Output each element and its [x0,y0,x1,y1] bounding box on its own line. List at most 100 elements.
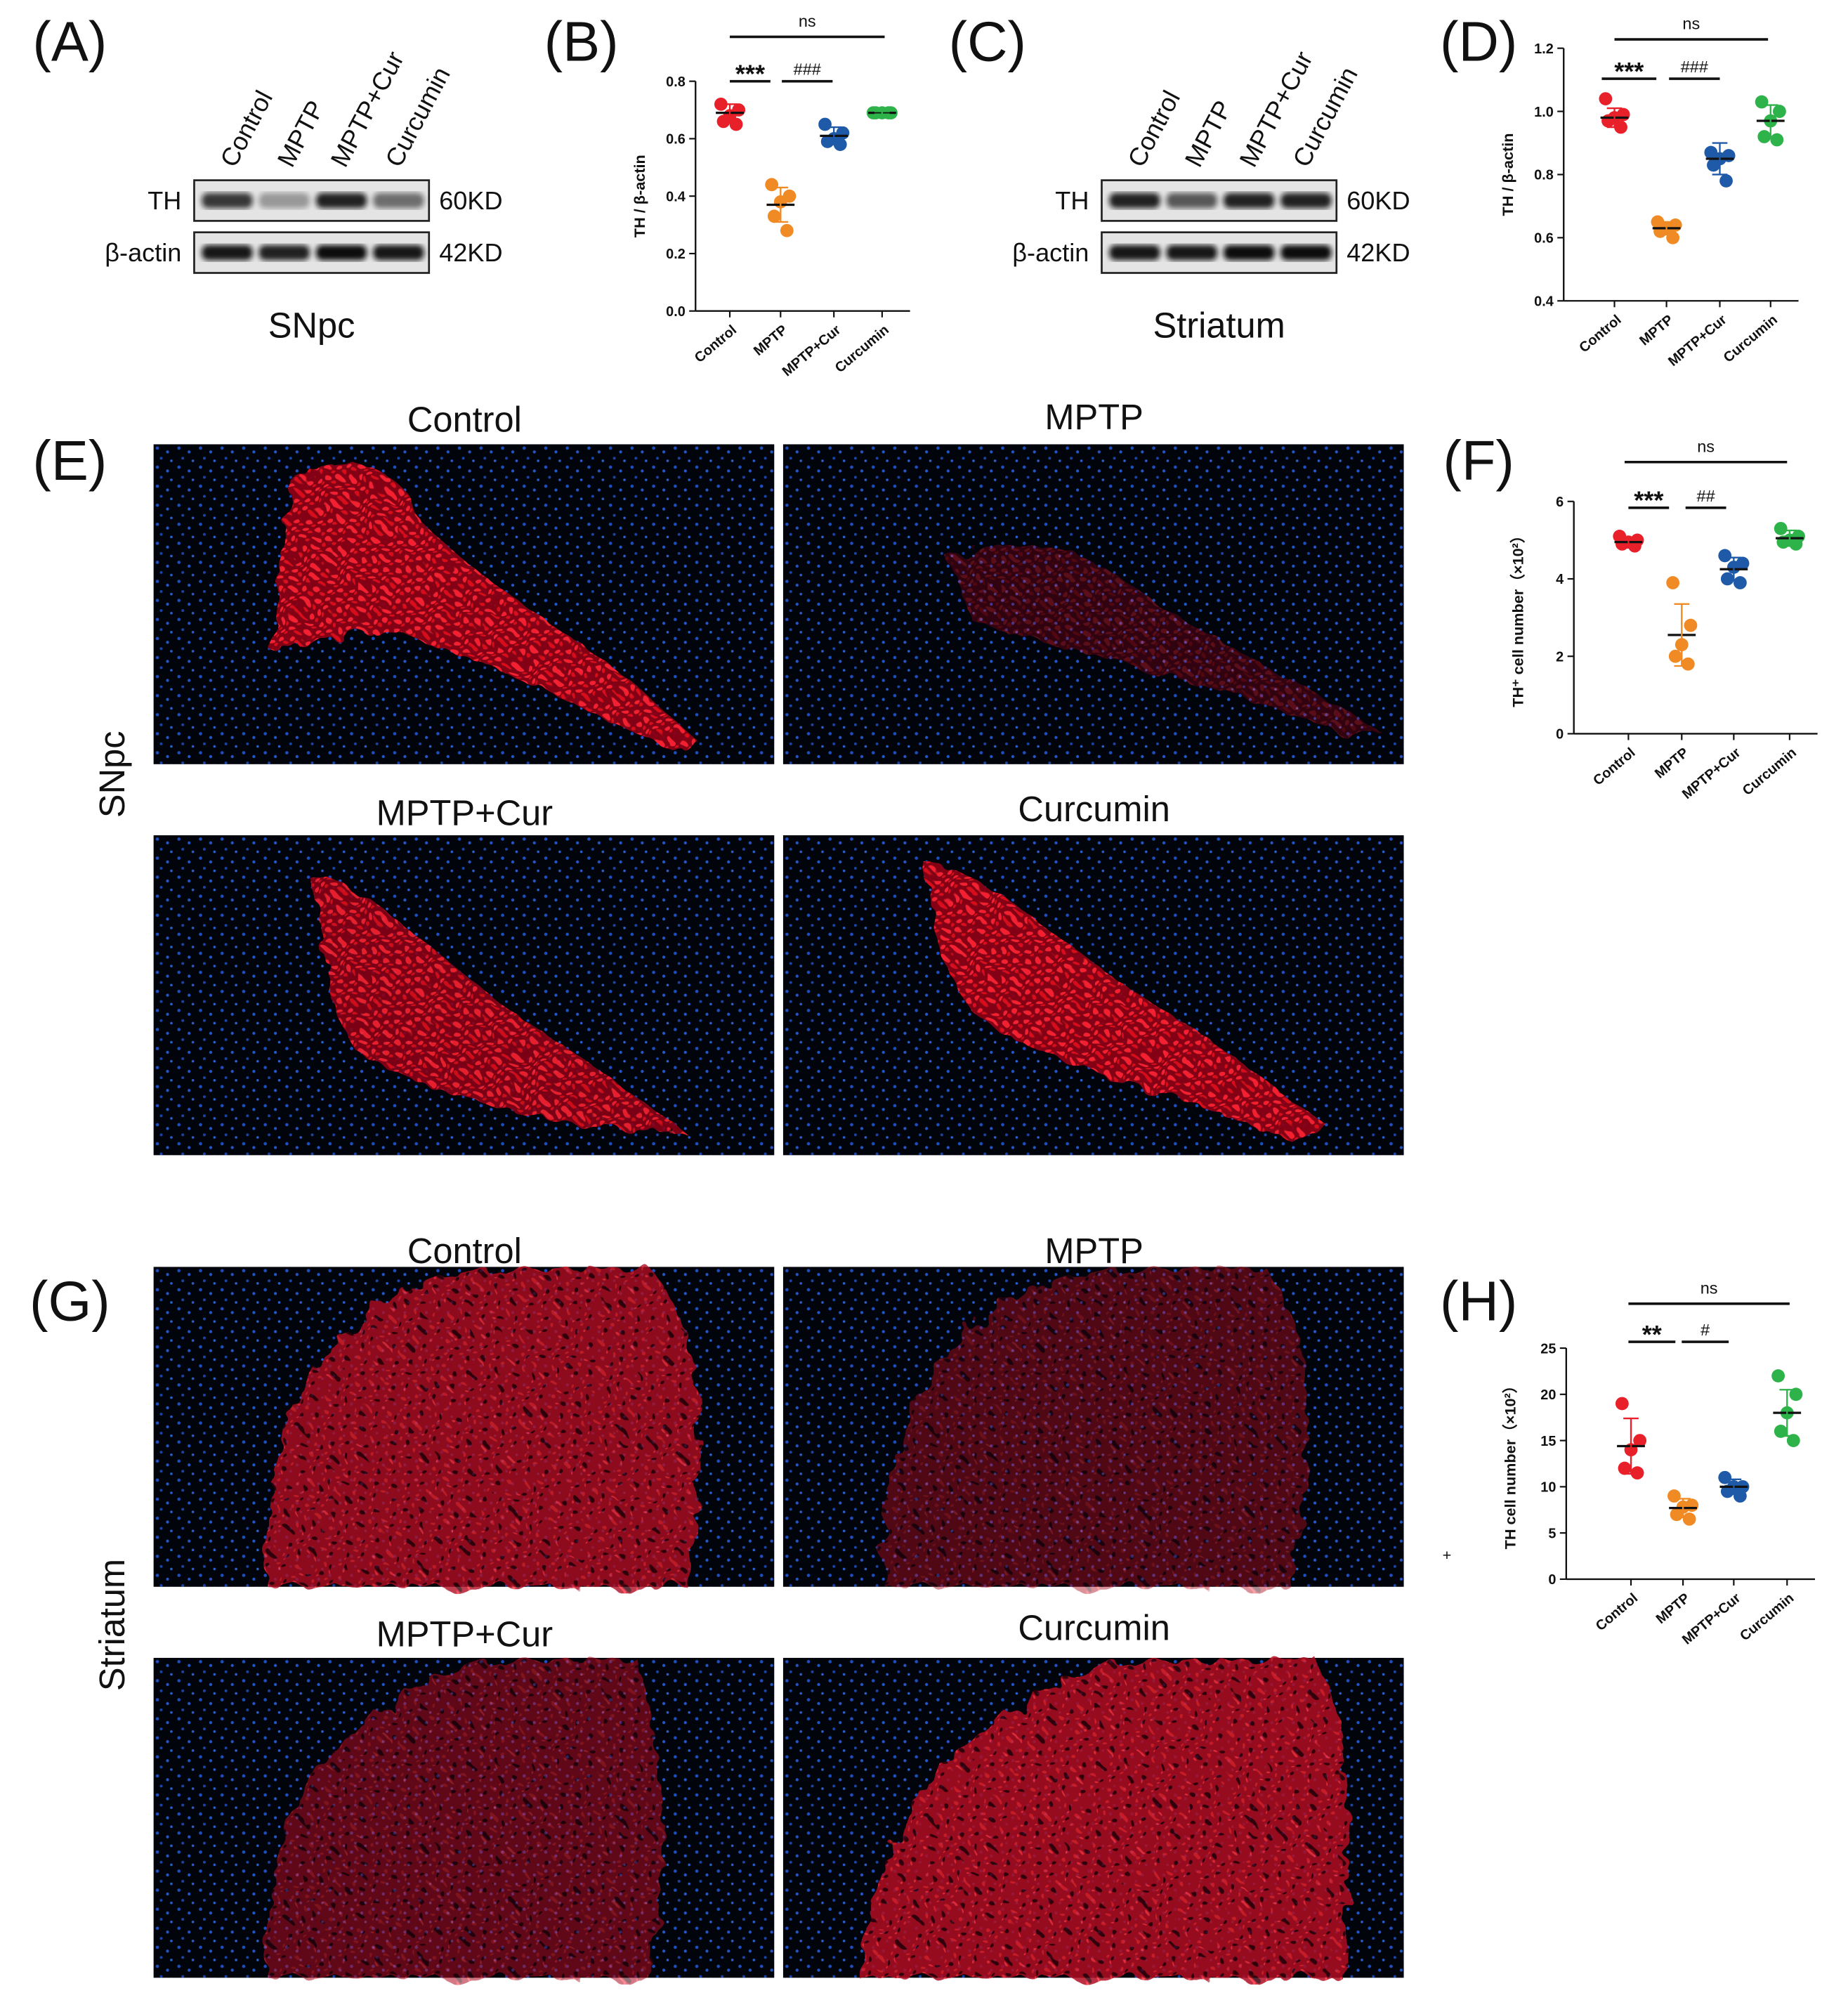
error-bar [1726,556,1742,582]
row-label: β-actin [1012,238,1089,267]
y-tick-label: 15 [1540,1434,1556,1449]
data-point [1599,92,1613,105]
micrograph-title: Curcumin [1018,1608,1169,1648]
stain [266,1267,700,1587]
data-point [1681,657,1695,671]
region-label: Striatum [1153,306,1285,346]
x-tick-label: MPTP [751,322,790,359]
x-tick-label: MPTP [1653,1590,1693,1627]
band [1109,192,1160,209]
stain [306,873,687,1134]
y-tick-label: 1.2 [1534,41,1554,57]
y-tick-label: 0.0 [666,304,686,320]
row-label: TH [148,186,181,215]
data-point [1718,549,1732,563]
significance: ns [1700,1279,1718,1297]
y-axis-label: TH / β-actin [631,155,648,237]
data-point [1789,1387,1803,1401]
significance: ### [794,60,821,79]
significance: ** [1642,1320,1663,1349]
y-tick-label: 0.2 [666,247,686,262]
micrograph [153,1657,775,1978]
data-point [1653,224,1667,238]
error-bar [1712,142,1728,176]
x-tick-label: Curcumin [1737,1590,1797,1644]
data-point [767,209,781,223]
row-label: β-actin [105,238,181,267]
row-label: TH [1055,186,1089,215]
error-bar [1779,1389,1795,1437]
data-point [1734,576,1747,589]
data-point [1774,521,1788,535]
data-point [780,223,794,237]
data-point [1667,1489,1681,1503]
data-point [1682,1512,1696,1526]
significance: ns [1697,437,1715,455]
band [1166,244,1217,261]
data-point [1707,158,1720,172]
y-tick-label: 5 [1548,1526,1556,1541]
band [373,192,424,209]
x-tick-label: Control [692,322,740,366]
data-point [1615,1397,1629,1411]
y-tick-label: 0.6 [666,132,686,148]
band [1223,192,1275,209]
y-axis-label: TH⁺ cell number（×10²） [1509,528,1526,707]
data-point [1770,133,1784,147]
data-point [1668,649,1682,663]
stain [948,543,1380,734]
significance: *** [1614,57,1644,86]
error-bar [1726,1478,1742,1496]
data-point [1718,1470,1732,1484]
x-tick-label: Curcumin [1740,745,1800,798]
band [315,244,367,261]
error-bar [874,110,890,115]
x-tick-label: MPTP+Cur [780,322,844,379]
data-point [1633,1434,1647,1447]
significance: *** [735,59,766,88]
stray-mark: + [1443,1546,1452,1564]
stain [268,464,700,752]
panel-label: (G) [30,1269,110,1332]
size-label: 60KD [439,186,502,215]
data-point [1773,105,1786,118]
micrograph-title: MPTP [1044,397,1143,437]
y-tick-label: 4 [1556,572,1564,587]
error-bar [1606,107,1623,129]
error-bar [1782,529,1797,547]
x-tick-label: MPTP+Cur [1665,312,1730,370]
data-point [1684,618,1698,632]
size-label: 42KD [439,238,502,267]
error-bar [1675,1498,1691,1518]
x-tick-label: Curcumin [1721,312,1781,365]
micrograph [782,1267,1404,1587]
micrograph-title: MPTP+Cur [376,1614,553,1654]
y-axis-label: TH / β-actin [1499,133,1516,216]
band [1280,192,1332,209]
size-label: 42KD [1346,238,1410,267]
micrograph [153,444,775,764]
lane-label: MPTP [1179,96,1237,171]
data-point [1618,1461,1632,1475]
lane-label: MPTP [271,96,329,171]
data-point [1755,95,1769,109]
data-point [1786,1434,1800,1447]
stain [922,861,1329,1140]
data-point [1720,572,1734,586]
band [315,192,367,209]
data-point [765,178,779,192]
panel-label: (H) [1440,1269,1517,1332]
size-label: 60KD [1346,186,1410,215]
content: (A) (B) (C) (D)(E) (F)(G) (H)ControlMPTPMPTP+… [30,11,1818,1978]
y-tick-label: 0 [1548,1572,1556,1588]
x-tick-label: MPTP [1637,312,1676,348]
y-tick-label: 0.4 [1534,294,1554,309]
stain [859,1657,1349,1978]
error-bar [1658,221,1675,236]
band [1109,244,1160,261]
panel-label: (A) [32,11,107,73]
micrograph [782,1657,1404,1978]
data-point [1601,114,1615,128]
error-bar [1762,104,1778,138]
